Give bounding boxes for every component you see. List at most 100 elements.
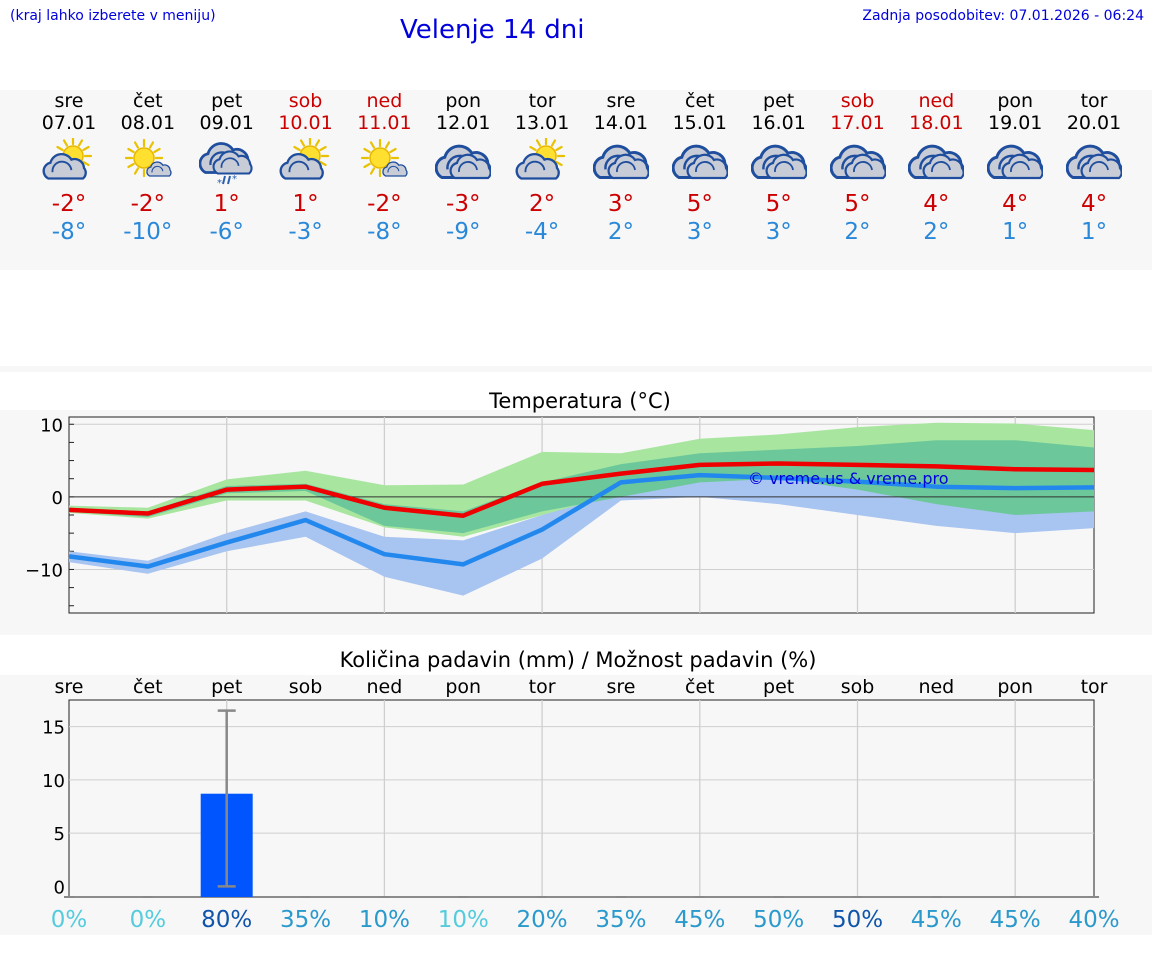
cloud-icon [1066,144,1123,180]
sun-ray [299,139,305,147]
max-temp: 1° [213,191,240,217]
x-category-label: ned [367,676,403,698]
precip-probability: 50% [753,907,804,933]
x-category-label: tor [1081,676,1108,698]
sun-small-cloud-icon [124,138,172,178]
day-name: sre [606,90,636,112]
forecast-strip: sre 07.01 -2° -8° čet 08.01 -2° -10° pet 0… [0,90,1152,270]
precip-probability: 45% [911,907,962,933]
day-date: 15.01 [672,112,727,134]
cloud-shape [212,150,253,175]
cloud-line [1089,161,1109,173]
max-temp: -2° [51,191,87,217]
min-temp: 2° [607,219,634,245]
day-date: 09.01 [199,112,254,134]
day-name: ned [918,90,955,112]
sun-cloud-icon [42,138,93,180]
sun-ray [363,147,372,154]
divider [0,366,1152,372]
cloud-body [922,153,965,180]
cloud-line [220,157,240,168]
cloud-line [458,161,479,173]
day-name: pet [763,90,795,112]
y-tick-label: 15 [42,718,65,739]
cloud-icon [829,144,886,180]
cloud-body [42,153,87,180]
min-temp: -6° [209,219,244,245]
min-temp: -3° [288,219,323,245]
sun-ray [127,162,135,169]
cloud-line [852,161,873,173]
day-column: tor 13.01 2° -4° [502,90,582,246]
y-tick-label: 0 [52,488,63,509]
max-temp: 2° [529,191,556,217]
day-date: 07.01 [41,112,97,134]
sun-ray [314,139,320,147]
precip-probability: 35% [595,907,646,933]
x-category-label: sre [606,676,635,698]
min-temp-band [69,473,1095,596]
precip-probability: 0% [51,907,88,933]
cloud-shape [382,161,409,177]
cloud-shape [279,153,324,180]
cloud-line [773,161,794,173]
precip-probability: 35% [280,907,331,933]
x-category-label: sob [841,676,875,698]
cloud-body [146,161,172,177]
sun-ray [318,145,327,152]
cloud-icon [750,144,807,180]
rain-drop [226,175,231,185]
x-category-label: tor [529,676,556,698]
max-temp: 5° [765,191,792,217]
x-category-label: pon [445,676,481,698]
snowflake: * [217,178,222,188]
sun-ray [56,145,64,152]
precip-probability: 0% [130,907,167,933]
sun-ray [62,139,69,147]
y-tick-label: 0 [54,877,65,898]
cloud-line [524,160,546,173]
sun-ray [153,147,161,154]
day-name: čet [133,90,163,112]
cloud-body [515,153,560,180]
cloud-shape [42,153,87,180]
day-date: 10.01 [278,112,333,134]
cloud-shape [146,161,172,177]
sun-cloud-icon [515,138,566,180]
day-date: 08.01 [120,112,176,134]
day-name: pet [211,90,243,112]
x-category-label: pet [211,676,242,698]
x-category-label: čet [133,676,163,698]
max-temp: 4° [1002,191,1029,217]
sun-ray [133,141,139,149]
max-temp-line [68,461,1095,518]
day-name: sob [288,90,323,112]
cloud-shape [607,153,649,180]
sun-ray [535,139,542,147]
min-temp: 3° [765,219,792,245]
cloud-snow-icon: * * [198,142,253,188]
precip-probability: 50% [832,907,883,933]
sun-ray [148,141,154,149]
sun-ray [318,160,327,167]
cloud-body [765,153,807,180]
precip-probability: 80% [201,907,252,933]
cloud-icon [592,144,649,180]
min-temp: 1° [1080,219,1108,245]
sun-disc [133,147,155,169]
day-name: pon [445,90,482,112]
cloud-body [686,153,728,180]
x-category-label: pet [763,676,794,698]
sun-ray [370,167,376,175]
day-column: sob 10.01 1° -3° [266,90,346,246]
cloud-icon [908,144,965,180]
sun [124,138,163,178]
cloud-line [616,161,636,173]
day-column: pet 09.01 * * 1° -6° [187,90,267,246]
cloud-body [449,153,492,180]
day-column: pon 19.01 4° 1° [975,90,1055,246]
cloud-icon [435,144,492,180]
location-hint[interactable]: (kraj lahko izberete v meniju) [10,8,216,24]
min-temp: -4° [524,219,560,245]
min-temp: 2° [844,219,871,245]
